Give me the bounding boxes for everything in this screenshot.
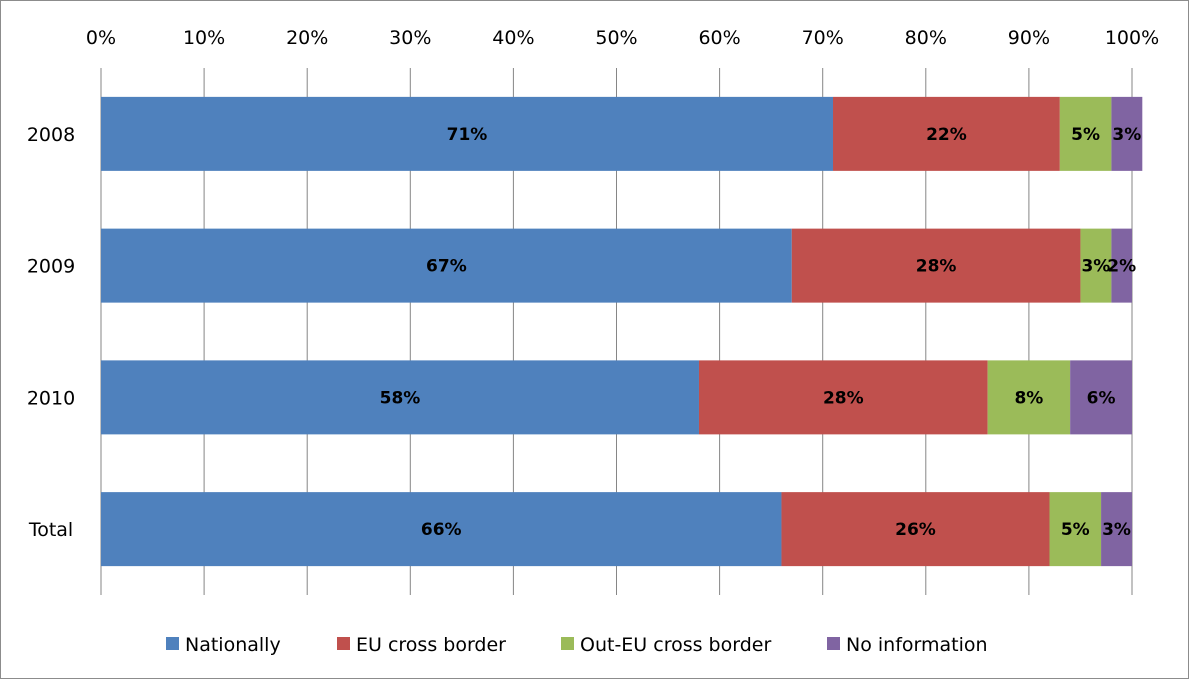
legend: Nationally EU cross border Out-EU cross bo… — [166, 634, 988, 656]
bar-segment — [1101, 492, 1132, 567]
x-tick-label: 50% — [595, 27, 637, 49]
bar-segment — [781, 492, 1050, 567]
data-label: 28% — [823, 388, 864, 408]
category-label: 2009 — [27, 256, 75, 278]
data-label: 3% — [1102, 520, 1131, 540]
category-label: 2008 — [27, 124, 75, 146]
bar-segment — [698, 360, 988, 435]
legend-label: Nationally — [185, 634, 281, 656]
data-label: 28% — [916, 257, 957, 277]
bar-segment — [101, 228, 792, 303]
data-label: 22% — [926, 125, 967, 145]
data-label: 71% — [447, 125, 488, 145]
data-label: 5% — [1061, 520, 1090, 540]
data-label: 66% — [421, 520, 462, 540]
data-label: 3% — [1081, 257, 1110, 277]
data-label: 58% — [380, 388, 421, 408]
data-label: 8% — [1014, 388, 1043, 408]
bar-segment — [1111, 96, 1143, 171]
category-label: Total — [28, 519, 73, 541]
x-tick-label: 100% — [1105, 27, 1159, 49]
bar-segment — [1111, 228, 1132, 303]
bar-segment — [101, 96, 834, 171]
data-label: 2% — [1107, 257, 1136, 277]
x-tick-label: 80% — [905, 27, 947, 49]
data-label: 67% — [426, 257, 467, 277]
bar-segment — [101, 360, 699, 435]
x-tick-label: 70% — [802, 27, 844, 49]
legend-swatch — [827, 637, 840, 650]
legend-label: No information — [846, 634, 988, 656]
bar-segment — [101, 492, 782, 567]
bar-segment — [1059, 96, 1112, 171]
legend-swatch — [561, 637, 574, 650]
legend-swatch — [337, 637, 350, 650]
bar-segment — [1070, 360, 1132, 435]
data-label: 26% — [895, 520, 936, 540]
x-axis-ticks: 0% 10% 20% 30% 40% 50% 60% 70% 80% 90% 100% — [86, 27, 1159, 49]
bar-segment — [1049, 492, 1102, 567]
bar-segment — [833, 96, 1060, 171]
x-tick-label: 10% — [183, 27, 225, 49]
data-label: 6% — [1087, 388, 1116, 408]
legend-label: Out-EU cross border — [580, 634, 771, 656]
bars: 71% 22% 5% 3%67% 28% 3%2%58% 28% 8% 6%66% 26% 5% 3% — [101, 96, 1143, 567]
data-label: 3% — [1112, 125, 1141, 145]
bar-segment — [1080, 228, 1112, 303]
bar-segment — [987, 360, 1071, 435]
x-tick-label: 0% — [86, 27, 116, 49]
x-tick-label: 20% — [286, 27, 328, 49]
category-label: 2010 — [27, 387, 75, 409]
y-axis-categories: 2008 2009 2010 Total — [27, 124, 75, 541]
legend-label: EU cross border — [356, 634, 506, 656]
x-tick-label: 90% — [1008, 27, 1050, 49]
legend-swatch — [166, 637, 179, 650]
data-label: 5% — [1071, 125, 1100, 145]
x-tick-label: 40% — [492, 27, 534, 49]
x-tick-label: 60% — [698, 27, 740, 49]
bar-segment — [791, 228, 1081, 303]
x-tick-label: 30% — [389, 27, 431, 49]
